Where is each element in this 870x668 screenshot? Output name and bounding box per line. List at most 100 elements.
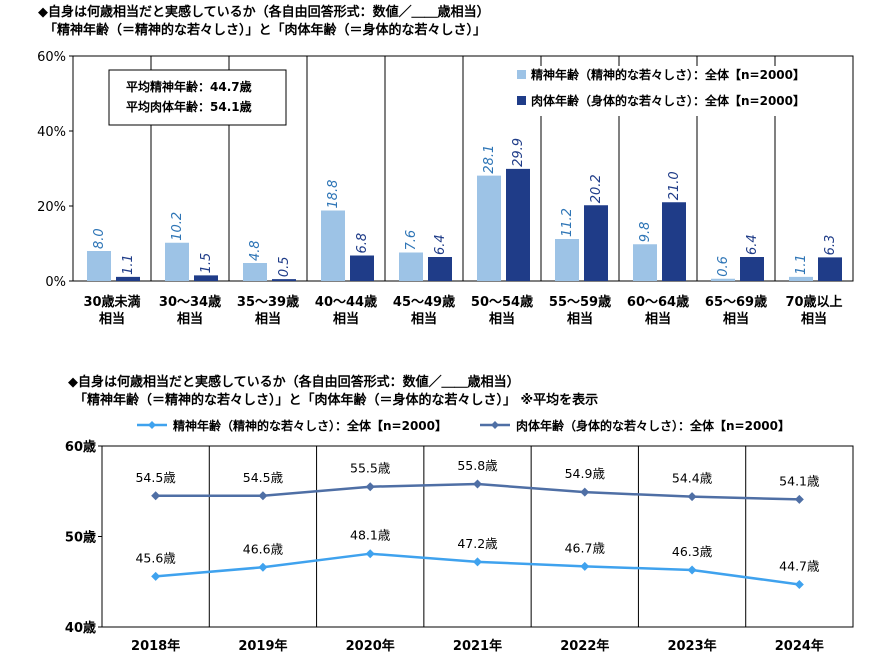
x-tick-label: 2018年 [131, 638, 180, 654]
data-point [794, 494, 804, 504]
data-label: 54.5歳 [243, 470, 284, 485]
data-point [580, 561, 590, 571]
bar [243, 263, 267, 281]
data-label: 46.3歳 [672, 544, 713, 559]
bar [584, 205, 608, 281]
y-tick-label: 60歳 [65, 439, 96, 455]
line-chart-title: ◆自身は何歳相当だと実感しているか（各自由回答形式：数値／＿＿歳相当） [68, 375, 520, 390]
data-label: 6.8 [355, 233, 370, 254]
x-tick-label: 相当 [801, 311, 827, 327]
x-tick-label: 相当 [567, 311, 593, 327]
legend-background [511, 66, 847, 116]
data-point [258, 491, 268, 501]
x-tick-label: 50～54歳 [471, 294, 533, 310]
data-label: 8.0 [92, 228, 107, 249]
bar [789, 276, 813, 281]
data-label: 0.6 [716, 256, 731, 277]
x-tick-label: 45～49歳 [393, 294, 455, 310]
bar [555, 239, 579, 281]
line-chart-subtitle: 「精神年齢（＝精神的な若々しさ）」と「肉体年齢（＝身体的な若々しさ）」 ※平均を… [74, 393, 599, 408]
bar [633, 244, 657, 281]
data-label: 45.6歳 [135, 550, 176, 565]
legend-label: 精神年齢（精神的な若々しさ）：全体【n=2000】 [531, 67, 805, 82]
data-label: 46.6歳 [243, 541, 284, 556]
data-point [687, 565, 697, 575]
data-label: 20.2 [589, 174, 604, 203]
data-label: 44.7歳 [779, 558, 820, 573]
x-tick-label: 2022年 [560, 638, 609, 654]
legend-label: 精神年齢（精神的な若々しさ）：全体【n=2000】 [173, 418, 447, 433]
data-label: 6.4 [745, 234, 760, 255]
data-point [580, 487, 590, 497]
data-point [365, 549, 375, 559]
legend-label: 肉体年齢（身体的な若々しさ）：全体【n=2000】 [516, 418, 790, 433]
data-point [473, 479, 482, 489]
data-point [151, 491, 161, 501]
data-label: 54.1歳 [779, 473, 820, 488]
average-annotation: 平均肉体年齢：54.1歳 [126, 99, 252, 114]
x-tick-label: 40～44歳 [315, 294, 377, 310]
data-label: 10.2 [170, 212, 185, 241]
data-label: 54.4歳 [672, 471, 713, 486]
x-tick-label: 30～34歳 [159, 294, 221, 310]
data-point [365, 482, 375, 492]
legend-label: 肉体年齢（身体的な若々しさ）：全体【n=2000】 [531, 93, 805, 108]
bar [740, 257, 764, 281]
y-tick-label: 60% [37, 50, 66, 65]
x-tick-label: 相当 [489, 311, 515, 327]
data-label: 6.3 [823, 235, 838, 256]
bar [477, 175, 501, 281]
bar [350, 255, 374, 281]
data-label: 54.9歳 [565, 466, 606, 481]
data-point [794, 579, 804, 589]
bar [506, 168, 530, 281]
bar [272, 279, 296, 281]
x-tick-label: 相当 [411, 311, 437, 327]
bar [399, 252, 423, 281]
bar [428, 257, 452, 281]
data-label: 28.1 [482, 145, 497, 174]
data-label: 4.8 [248, 240, 263, 261]
bar [116, 276, 140, 281]
data-label: 6.4 [433, 234, 448, 255]
bar [194, 275, 218, 281]
bar [818, 257, 842, 281]
bar [165, 242, 189, 281]
data-label: 1.1 [794, 254, 809, 275]
x-tick-label: 相当 [333, 311, 359, 327]
data-point [473, 557, 482, 567]
y-tick-label: 40% [37, 125, 66, 140]
average-box [108, 69, 287, 126]
bar [321, 210, 345, 281]
x-tick-label: 30歳未満 [83, 294, 140, 310]
x-tick-label: 35～39歳 [237, 294, 299, 310]
x-tick-label: 2024年 [775, 638, 824, 654]
data-label: 1.1 [121, 254, 136, 275]
bar [711, 278, 735, 281]
x-tick-label: 70歳以上 [785, 294, 842, 310]
x-tick-label: 相当 [723, 311, 749, 327]
y-tick-label: 50歳 [65, 530, 96, 546]
bar [87, 251, 111, 281]
data-label: 47.2歳 [457, 536, 498, 551]
y-tick-label: 20% [37, 200, 66, 215]
bar-chart-subtitle: 「精神年齢（＝精神的な若々しさ）」と「肉体年齢（＝身体的な若々しさ）」 [44, 23, 487, 38]
data-label: 54.5歳 [135, 470, 176, 485]
data-label: 7.6 [404, 230, 419, 251]
x-tick-label: 相当 [177, 311, 203, 327]
data-label: 21.0 [667, 171, 682, 200]
x-tick-label: 相当 [645, 311, 671, 327]
bar-chart: 0%20%40%60%30歳未満相当30～34歳相当35～39歳相当40～44歳… [37, 50, 854, 327]
x-tick-label: 65～69歳 [705, 294, 767, 310]
x-tick-label: 2020年 [346, 638, 395, 654]
x-tick-label: 60～64歳 [627, 294, 689, 310]
x-tick-label: 2021年 [453, 638, 502, 654]
data-label: 29.9 [511, 138, 526, 167]
data-label: 46.7歳 [565, 540, 606, 555]
x-tick-label: 相当 [255, 311, 281, 327]
data-label: 9.8 [638, 222, 653, 243]
y-tick-label: 0% [45, 275, 66, 290]
data-label: 48.1歳 [350, 528, 391, 543]
x-tick-label: 2019年 [238, 638, 287, 654]
